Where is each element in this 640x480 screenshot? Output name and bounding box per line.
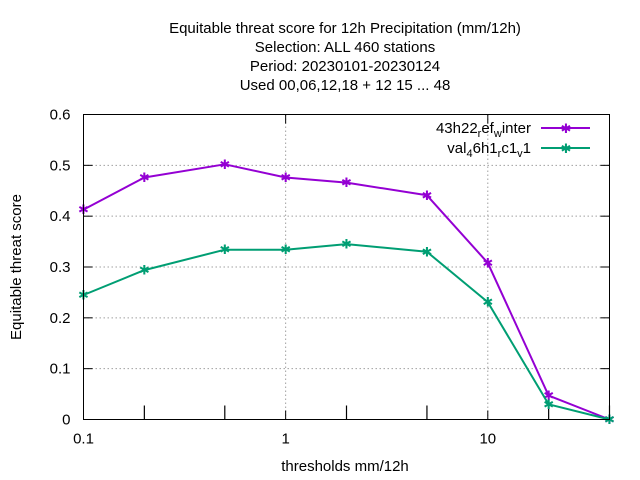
legend-2-part-base: val — [447, 140, 466, 157]
data-point-marker: ✱ — [280, 242, 291, 257]
x-axis-label: thresholds mm/12h — [281, 458, 409, 475]
x-tick-label: 1 — [281, 431, 289, 448]
series-layer: ✱✱✱✱ ✱✱✱✱✱✱✱✱ ✱ ✱✱✱✱✱ — [78, 157, 615, 427]
title-line-4: Used 00,06,12,18 + 12 15 ... 48 — [240, 77, 451, 94]
y-axis-label: Equitable threat score — [8, 194, 25, 340]
title-line-3: Period: 20230101-20230124 — [250, 58, 440, 75]
legend-1-part-tail: inter — [502, 120, 531, 137]
legend-1-part-base: 43h22 — [436, 120, 478, 137]
y-tick-label: 0.4 — [50, 208, 71, 225]
legend-1-part-sub1: r — [478, 128, 482, 140]
data-point-marker: ✱ — [341, 237, 352, 252]
data-point-marker: ✱ — [482, 295, 493, 310]
y-tick-label: 0.2 — [50, 310, 71, 327]
legend-1-part-mid: ef — [481, 120, 494, 137]
legend-label-series-1: 43h22refwinter — [436, 120, 531, 140]
title-line-2: Selection: ALL 460 stations — [255, 39, 435, 56]
data-point-marker: ✱ — [139, 170, 150, 185]
series-1: ✱✱✱✱ ✱✱✱✱✱ — [78, 157, 615, 427]
legend-2-part-sub1: 4 — [466, 148, 472, 160]
legend-label-series-2: val46h1rc1v1 — [447, 140, 531, 160]
data-point-marker: ✱ — [139, 263, 150, 278]
legend: 43h22refwinter ✱ val46h1rc1v1 ✱ — [436, 120, 590, 160]
legend-2-part-mid2: c1 — [501, 140, 517, 157]
legend-2-part-tail: 1 — [523, 140, 531, 157]
legend-2-part-sub2: r — [498, 148, 502, 160]
series-line — [83, 243, 610, 421]
title-line-1: Equitable threat score for 12h Precipita… — [169, 20, 521, 37]
grid-lines — [83, 114, 610, 420]
data-point-marker: ✱ — [543, 388, 554, 403]
tick-labels: 00.10.20.30.40.50.60.1 1 10 — [50, 107, 496, 448]
y-tick-label: 0 — [62, 412, 70, 429]
y-tick-label: 0.5 — [50, 157, 71, 174]
legend-marker-series-1: ✱ — [561, 121, 572, 136]
legend-1-part-sub2: w — [493, 128, 502, 140]
data-point-marker: ✱ — [421, 244, 432, 259]
y-tick-label: 0.6 — [50, 107, 71, 124]
data-point-marker: ✱ — [482, 255, 493, 270]
data-point-marker: ✱ — [543, 397, 554, 412]
chart-title: Equitable threat score for 12h Precipita… — [169, 20, 521, 94]
series-2: ✱✱✱ ✱ ✱✱✱✱✱ — [78, 237, 615, 427]
data-point-marker: ✱ — [341, 175, 352, 190]
legend-2-part-sub3: v — [517, 148, 523, 160]
x-tick-label: 0.1 — [73, 431, 94, 448]
data-point-marker: ✱ — [421, 188, 432, 203]
data-point-marker: ✱ — [219, 242, 230, 257]
legend-2-part-mid: 6h1 — [473, 140, 498, 157]
data-point-marker: ✱ — [219, 157, 230, 172]
x-tick-label: 10 — [479, 431, 496, 448]
y-tick-label: 0.3 — [50, 259, 71, 276]
legend-marker-series-2: ✱ — [561, 141, 572, 156]
series-line — [83, 163, 610, 421]
y-tick-label: 0.1 — [50, 361, 71, 378]
data-point-marker: ✱ — [280, 170, 291, 185]
plot-frame — [83, 114, 610, 420]
